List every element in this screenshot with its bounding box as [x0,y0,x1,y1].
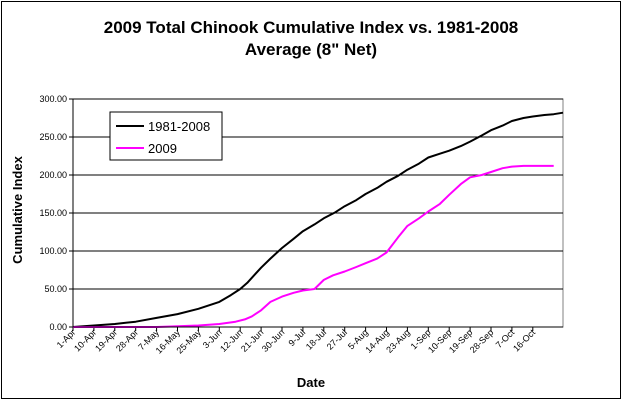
x-tick-label-9: 21-Jun [239,327,266,354]
x-tick-label-12: 18-Jul [304,327,328,351]
legend-label-2009: 2009 [148,141,177,156]
x-tick-label-10: 30-Jun [260,327,287,354]
legend: 1981-2008 2009 [109,111,223,161]
x-tick-label-6: 25-May [175,327,204,356]
y-tick-label-6: 300.00 [39,94,67,104]
legend-box [109,111,223,161]
x-tick-label-13: 27-Jul [325,327,349,351]
x-axis-title: Date [297,375,325,390]
y-axis-ticks: 0.00 50.00 100.00 150.00 200.00 250.00 300.00 [39,94,73,332]
y-tick-label-2: 100.00 [39,246,67,256]
x-tick-label-20: 28-Sep [468,327,496,355]
x-tick-label-2: 19-Apr [93,327,119,353]
y-tick-label-5: 250.00 [39,132,67,142]
y-tick-label-3: 150.00 [39,208,67,218]
y-axis-title: Cumulative Index [10,155,25,263]
series-line-1981-2008 [72,111,564,328]
y-tick-label-1: 50.00 [44,284,67,294]
y-tick-label-0: 0.00 [49,322,67,332]
y-tick-label-4: 200.00 [39,170,67,180]
x-axis-ticks: 1-Apr10-Apr19-Apr28-Apr7-May16-May25-May… [55,327,538,356]
series-lines [72,111,564,328]
x-tick-label-3: 28-Apr [114,327,140,353]
chart-title: 2009 Total Chinook Cumulative Index vs. … [104,18,518,37]
series-line-2009 [73,164,554,328]
x-tick-label-22: 16-Oct [511,327,538,354]
x-tick-label-16: 23-Aug [384,327,412,355]
legend-label-1981-2008: 1981-2008 [148,119,210,134]
x-tick-label-1: 10-Apr [72,327,98,353]
chart-subtitle: Average (8" Net) [245,40,377,59]
x-tick-label-8: 12-Jun [218,327,245,354]
